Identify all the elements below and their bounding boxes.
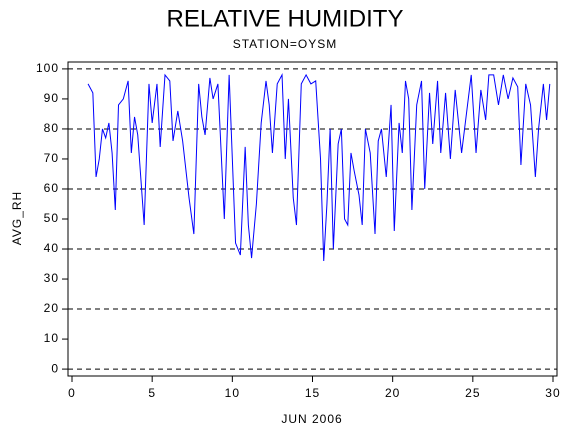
y-tick-label: 90 [44,91,59,105]
x-tick-label: 5 [148,386,156,400]
y-tick-label: 70 [44,151,59,165]
chart-title: RELATIVE HUMIDITY [167,5,404,32]
y-tick-label: 80 [44,121,59,135]
chart-subtitle: STATION=OYSM [233,37,338,51]
data-line [87,73,551,262]
y-axis-label: AVG_RH [10,191,24,245]
x-tick-label: 30 [545,386,560,400]
x-axis-label: JUN 2006 [281,412,342,426]
y-tick-label: 60 [44,181,59,195]
x-tick-label: 15 [305,386,320,400]
y-tick-label: 20 [44,301,59,315]
y-tick-label: 10 [44,331,59,345]
x-tick-label: 25 [465,386,480,400]
x-tick-label: 0 [68,386,76,400]
y-tick-label: 50 [44,211,59,225]
y-tick-label: 30 [44,271,59,285]
y-tick-label: 40 [44,241,59,255]
x-tick-label: 20 [385,386,400,400]
y-tick-label: 0 [51,361,59,375]
x-tick-label: 10 [225,386,240,400]
y-tick-label: 100 [36,61,59,75]
